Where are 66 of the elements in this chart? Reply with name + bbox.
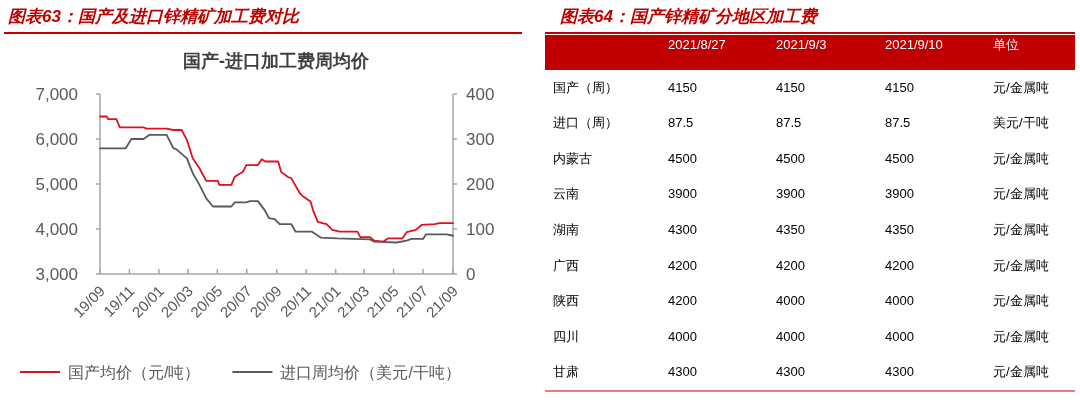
data-label: 4500 [776, 150, 805, 166]
data-label: 4300 [885, 364, 914, 380]
y-tick-label: 进口（周） [553, 115, 618, 131]
y2-tick-label: 300 [466, 130, 495, 149]
data-label: 4300 [668, 364, 697, 380]
y-tick-label: 7,000 [35, 85, 78, 104]
data-label: 3900 [885, 186, 914, 202]
y-tick-label: 6,000 [35, 130, 78, 149]
chart-subtitle: 国产-进口加工费周均价 [183, 51, 370, 71]
line-series [99, 115, 454, 243]
chart-title: 图表63：国产及进口锌精矿加工费对比 [8, 7, 301, 26]
data-label: 4300 [776, 364, 805, 380]
data-label: 4000 [668, 328, 697, 344]
y2-tick-label: 元/金属吨 [993, 328, 1049, 344]
data-label: 4300 [668, 222, 697, 237]
y-tick-label: 内蒙古 [553, 150, 592, 166]
y-tick-label: 5,000 [35, 175, 78, 194]
data-label: 4200 [776, 257, 805, 273]
y2-tick-label: 元/金属吨 [993, 186, 1049, 202]
data-label: 3900 [668, 186, 697, 202]
data-label: 4500 [668, 150, 697, 166]
y-tick-label: 湖南 [553, 222, 579, 237]
data-label: 4000 [776, 328, 805, 344]
data-label: 4350 [885, 222, 914, 237]
data-label: 87.5 [776, 115, 802, 131]
y2-tick-label: 100 [466, 220, 495, 239]
chart-title: 图表64：国产锌精矿分地区加工费 [560, 7, 819, 26]
y-tick-label: 国产（周） [553, 79, 618, 95]
y2-tick-label: 0 [466, 265, 476, 284]
data-label: 87.5 [885, 115, 911, 131]
data-label: 4000 [885, 328, 914, 344]
y2-tick-label: 元/金属吨 [993, 293, 1049, 309]
y2-tick-label: 200 [466, 175, 495, 194]
y-tick-label: 陕西 [553, 293, 579, 309]
y-tick-label: 广西 [553, 257, 579, 273]
y-tick-label: 甘肃 [553, 364, 579, 380]
legend-label: 国产均价（元/吨） [68, 364, 201, 381]
data-label: 4350 [776, 222, 805, 237]
data-label: 4200 [668, 293, 697, 309]
data-label: 4150 [885, 79, 914, 95]
data-label: 3900 [776, 186, 805, 202]
x-tick-label: 2021/8/27 [668, 37, 726, 52]
legend-label: 进口周均价（美元/干吨） [280, 364, 461, 381]
data-label: 87.5 [668, 115, 694, 131]
data-label: 4200 [885, 257, 914, 273]
data-label: 4500 [885, 150, 914, 166]
y2-tick-label: 400 [466, 85, 495, 104]
y2-tick-label: 元/金属吨 [993, 79, 1049, 95]
y2-tick-label: 元/金属吨 [993, 150, 1049, 166]
x-tick-label: 2021/9/10 [885, 37, 943, 52]
data-label: 4200 [668, 257, 697, 273]
y-tick-label: 四川 [553, 328, 579, 344]
data-label: 4000 [885, 293, 914, 309]
y2-tick-label: 元/金属吨 [993, 257, 1049, 273]
y2-tick-label: 元/金属吨 [993, 222, 1049, 237]
line-series [99, 134, 454, 244]
y2-tick-label: 元/金属吨 [993, 364, 1049, 380]
data-label: 4150 [668, 79, 697, 95]
y2-tick-label: 美元/干吨 [993, 115, 1049, 131]
y-tick-label: 4,000 [35, 220, 78, 239]
y-tick-label: 云南 [553, 186, 579, 202]
y-tick-label: 3,000 [35, 265, 78, 284]
data-label: 4000 [776, 293, 805, 309]
x-tick-label: 2021/9/3 [776, 37, 827, 52]
data-label: 4150 [776, 79, 805, 95]
text: 单位 [993, 37, 1019, 52]
